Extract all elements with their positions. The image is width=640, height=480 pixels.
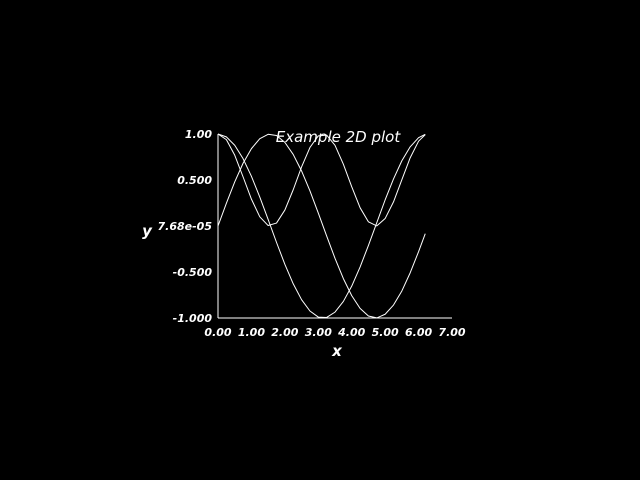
x-tick-label: 5.00: [372, 326, 399, 339]
series-line-1: [217, 133, 426, 319]
y-tick-label: 1.00: [185, 128, 212, 141]
chart-title: Example 2D plot: [276, 128, 402, 146]
x-tick-label: 3.00: [305, 326, 332, 339]
y-tick-label: 0.500: [177, 174, 212, 187]
x-tick-label: 4.00: [337, 326, 365, 339]
series-line-3: [217, 133, 426, 227]
ticks: 0.00 1.00 2.00 3.00 4.00 5.00 6.00 7.00 -1.000 -0…: [158, 128, 466, 339]
y-tick-label: 7.68e-05: [158, 220, 213, 233]
x-tick-label: 0.00: [204, 326, 231, 339]
series-line-2: [217, 133, 426, 318]
y-tick-label: -0.500: [173, 266, 213, 279]
x-tick-label: 6.00: [405, 326, 432, 339]
axes: [217, 134, 452, 319]
x-tick-label: 7.00: [438, 326, 465, 339]
series: [217, 133, 426, 319]
y-axis-title: y: [142, 222, 153, 240]
x-tick-label: 1.00: [238, 326, 265, 339]
x-tick-label: 2.00: [271, 326, 298, 339]
x-axis-title: x: [331, 342, 343, 360]
y-tick-label: -1.000: [173, 312, 213, 325]
